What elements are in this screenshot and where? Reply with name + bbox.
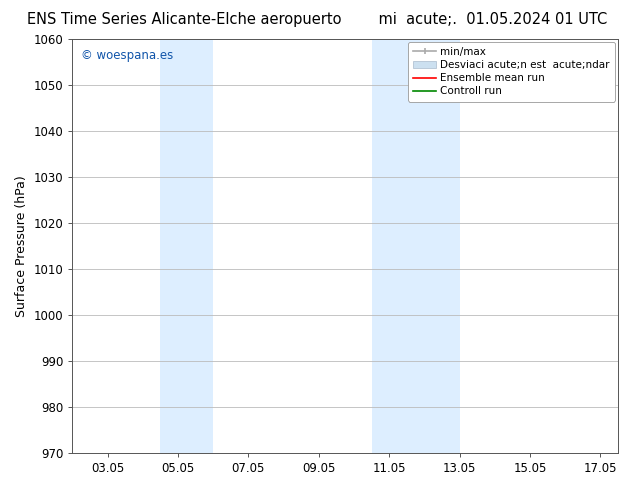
Y-axis label: Surface Pressure (hPa): Surface Pressure (hPa) bbox=[15, 175, 28, 317]
Bar bbox=[372, 39, 460, 453]
Text: © woespana.es: © woespana.es bbox=[81, 49, 173, 62]
Bar bbox=[160, 39, 213, 453]
Legend: min/max, Desviaci acute;n est  acute;ndar, Ensemble mean run, Controll run: min/max, Desviaci acute;n est acute;ndar… bbox=[408, 42, 615, 101]
Text: ENS Time Series Alicante-Elche aeropuerto        mi  acute;.  01.05.2024 01 UTC: ENS Time Series Alicante-Elche aeropuert… bbox=[27, 12, 607, 27]
